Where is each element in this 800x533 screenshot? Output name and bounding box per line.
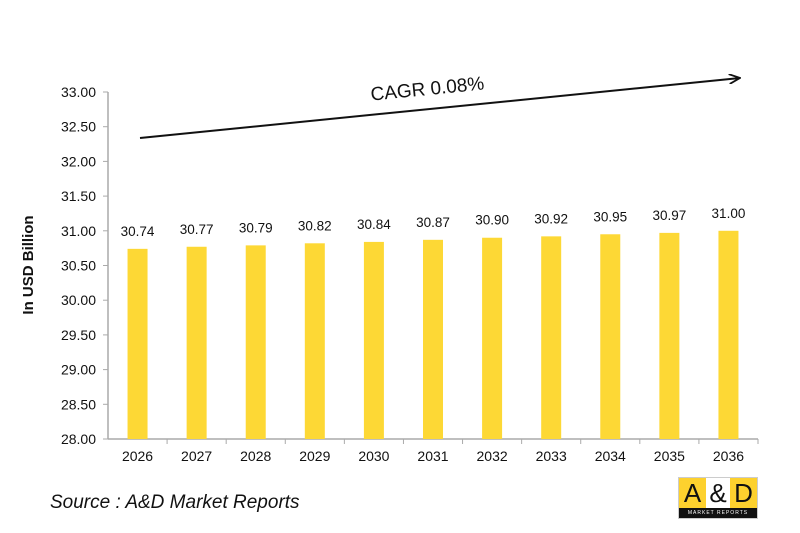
cagr-arrow [139,78,740,139]
bar-2026 [127,248,148,439]
bar-2036 [718,230,739,439]
data-label: 30.77 [180,222,214,237]
y-tick-label: 29.00 [61,362,96,378]
data-label: 30.97 [652,208,686,223]
data-label: 30.74 [121,224,155,239]
data-label: 30.87 [416,215,450,230]
y-tick-label: 28.50 [61,396,96,412]
x-tick-label: 2033 [536,448,567,464]
bar-2030 [363,241,384,439]
cagr-annotation: CAGR 0.08% [370,73,486,105]
y-tick-label: 31.00 [61,223,96,239]
x-tick-label: 2029 [299,448,330,464]
data-label: 30.95 [593,209,627,224]
ad-logo: A & D MARKET REPORTS [678,477,758,519]
data-label: 30.82 [298,218,332,233]
data-label: 30.79 [239,220,273,235]
x-tick-label: 2026 [122,448,153,464]
y-tick-label: 30.50 [61,258,96,274]
y-axis-title: In USD Billion [20,215,37,314]
bar-2034 [600,234,621,439]
y-tick-label: 28.00 [61,431,96,447]
x-tick-label: 2032 [477,448,508,464]
y-tick-label: 30.00 [61,292,96,308]
bar-2029 [304,243,325,439]
bar-2032 [482,237,503,439]
bar-2035 [659,232,680,439]
x-tick-label: 2027 [181,448,212,464]
bar-2027 [186,246,207,439]
x-tick-label: 2034 [595,448,626,464]
x-tick-label: 2035 [654,448,685,464]
data-label: 30.84 [357,217,391,232]
data-label: 30.90 [475,213,509,228]
x-tick-label: 2028 [240,448,271,464]
y-tick-label: 31.50 [61,188,96,204]
x-tick-label: 2030 [358,448,389,464]
data-label: 31.00 [712,206,746,221]
bar-2033 [541,236,562,439]
y-tick-label: 32.00 [61,153,96,169]
y-tick-label: 33.00 [61,84,96,100]
x-tick-label: 2031 [417,448,448,464]
x-tick-label: 2036 [713,448,744,464]
bar-2031 [423,239,443,439]
source-note: Source : A&D Market Reports [50,492,300,513]
y-tick-label: 29.50 [61,327,96,343]
y-tick-label: 32.50 [61,119,96,135]
bar-2028 [245,245,266,439]
data-label: 30.92 [534,211,568,226]
